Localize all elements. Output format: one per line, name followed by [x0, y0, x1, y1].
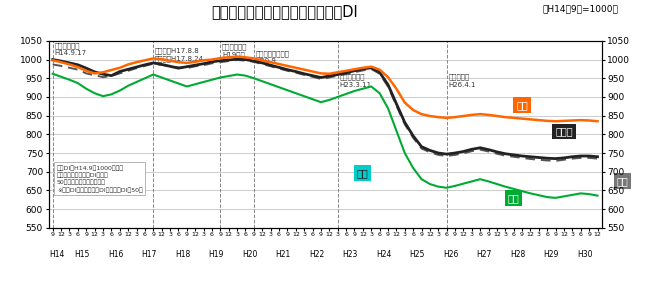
Text: H21: H21	[276, 250, 291, 259]
Text: H24: H24	[376, 250, 391, 259]
Text: H19年夏: H19年夏	[222, 52, 245, 58]
Text: 地域別景気ウォッチャー調査累積DI: 地域別景気ウォッチャー調査累積DI	[212, 4, 358, 19]
Text: H22: H22	[309, 250, 324, 259]
Text: 県全体: 県全体	[555, 126, 573, 136]
Text: H18: H18	[175, 250, 190, 259]
Text: H16: H16	[108, 250, 124, 259]
Text: H19: H19	[208, 250, 224, 259]
Text: ＴＸ開通H17.8.24: ＴＸ開通H17.8.24	[155, 55, 204, 62]
Text: H27: H27	[477, 250, 492, 259]
Text: 県南: 県南	[516, 100, 528, 110]
Text: H20: H20	[242, 250, 258, 259]
Text: H17: H17	[142, 250, 157, 259]
Text: H14: H14	[49, 250, 65, 259]
Text: 県南: 県南	[617, 176, 628, 186]
Text: H23: H23	[342, 250, 358, 259]
Text: 消費税増税: 消費税増税	[448, 73, 470, 80]
Text: 東日本大震災: 東日本大震災	[340, 73, 365, 80]
Text: H25: H25	[410, 250, 425, 259]
Text: H23.3.11: H23.3.11	[340, 82, 371, 88]
Text: H26: H26	[443, 250, 459, 259]
Text: 累積DI：H14.9を1000として
起点し、各調査月のDIの値の
50との差を加減したもの。
※累積DI＝前月の累積DI＋（当月DI－50）: 累積DI：H14.9を1000として 起点し、各調査月のDIの値の 50との差を…	[57, 165, 142, 193]
Text: 県北: 県北	[508, 193, 520, 203]
Text: H29: H29	[543, 250, 559, 259]
Text: H28: H28	[510, 250, 525, 259]
Text: H20.9: H20.9	[256, 58, 276, 65]
Text: 世界金融危機: 世界金融危機	[222, 44, 248, 50]
Text: 庭行: 庭行	[357, 168, 369, 178]
Text: H14.9.17: H14.9.17	[54, 50, 87, 56]
Text: 前政解散H17.8.8: 前政解散H17.8.8	[155, 47, 200, 54]
Text: 日朝首脳会談: 日朝首脳会談	[54, 42, 80, 48]
Text: H15: H15	[74, 250, 90, 259]
Text: リーマンショック: リーマンショック	[256, 50, 290, 57]
Text: H26.4.1: H26.4.1	[448, 82, 476, 88]
Text: （H14年9月=1000）: （H14年9月=1000）	[542, 4, 618, 13]
Text: H30: H30	[577, 250, 593, 259]
